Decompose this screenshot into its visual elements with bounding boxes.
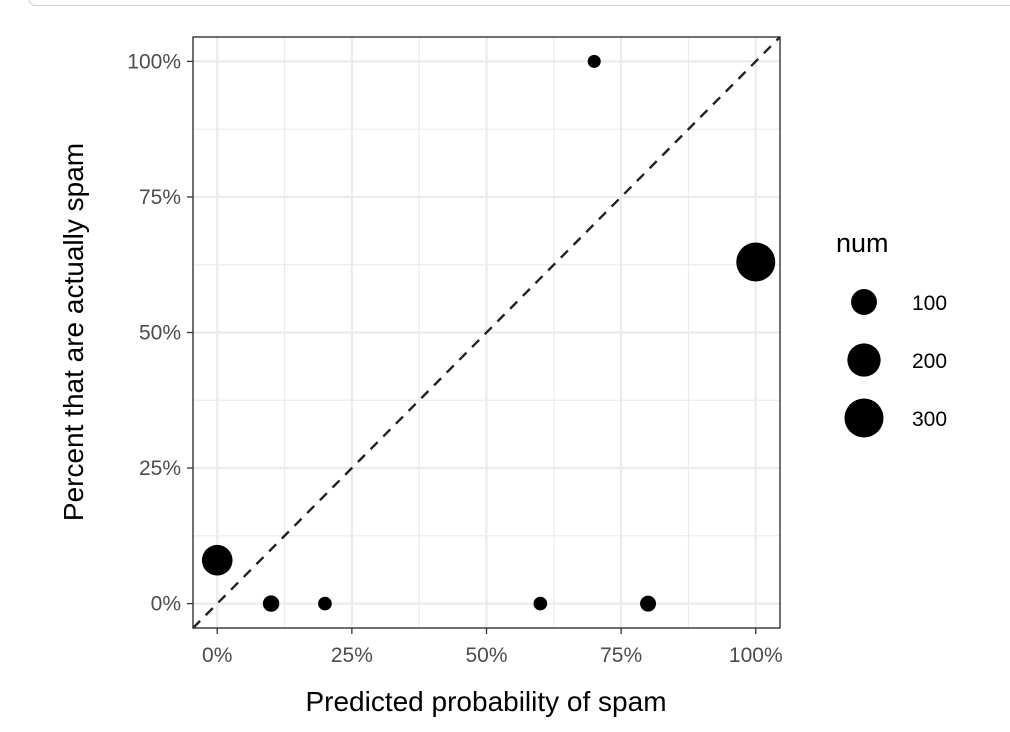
legend-key-circle <box>844 398 884 438</box>
x-tick-label: 100% <box>729 644 783 667</box>
x-axis-title: Predicted probability of spam <box>305 686 666 717</box>
legend-key-circle <box>847 343 881 377</box>
scatter-point <box>201 544 233 576</box>
x-tick-label: 75% <box>600 644 642 667</box>
legend-entry-label: 200 <box>912 350 947 373</box>
scatter-point <box>736 242 776 282</box>
y-tick-label: 25% <box>139 457 181 480</box>
x-tick-label: 50% <box>465 644 507 667</box>
scatter-point <box>533 596 548 611</box>
y-tick-label: 75% <box>139 186 181 209</box>
y-axis-title: Percent that are actually spam <box>58 143 89 521</box>
reference-line-layer <box>192 36 781 629</box>
identity-reference-line <box>192 36 781 629</box>
scatter-point <box>587 54 601 68</box>
legend-key-circle <box>851 289 877 315</box>
y-tick-label: 0% <box>151 593 181 616</box>
legend: num 100 200 300 <box>836 228 947 438</box>
legend-entry-label: 100 <box>912 292 947 315</box>
legend-entry-label: 300 <box>912 408 947 431</box>
legend-title: num <box>836 228 889 258</box>
points-layer <box>201 54 776 612</box>
scatter-point <box>318 596 332 611</box>
x-tick-label: 0% <box>202 644 232 667</box>
scatter-point <box>262 595 280 612</box>
y-axis-ticks: 0% 25% 50% 75% 100% <box>127 50 193 616</box>
x-axis-ticks: 0% 25% 50% 75% 100% <box>202 628 783 667</box>
scatter-point <box>640 595 657 612</box>
x-tick-label: 25% <box>331 644 373 667</box>
y-tick-label: 50% <box>139 322 181 345</box>
y-tick-label: 100% <box>127 50 181 73</box>
